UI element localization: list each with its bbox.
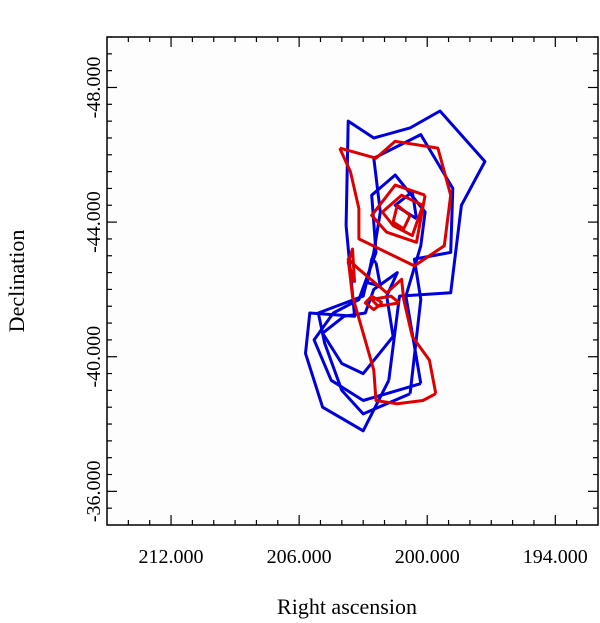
x-axis-title: Right ascension — [277, 594, 417, 619]
blue-contour-4 — [321, 271, 399, 376]
red-contour-6 — [370, 294, 401, 308]
y-tick-label: -40.000 — [83, 326, 105, 388]
x-tick-label: 212.000 — [139, 546, 204, 568]
blue-contour-3 — [312, 173, 427, 402]
contour-layer — [304, 109, 487, 433]
red-contour-7 — [363, 294, 384, 312]
plot-frame — [106, 36, 599, 526]
x-tick-label: 200.000 — [395, 546, 460, 568]
tick-labels: 212.000 206.000 200.000 194.000 -36.000 -40.0… — [83, 57, 588, 568]
red-contour-4 — [391, 203, 412, 231]
blue-contour-1 — [304, 109, 487, 433]
red-contour-1 — [338, 139, 453, 268]
y-tick-label: -36.000 — [83, 460, 105, 522]
x-tick-label: 206.000 — [267, 546, 332, 568]
red-contour-2 — [370, 183, 427, 244]
red-contour-3 — [380, 193, 425, 238]
y-tick-label: -48.000 — [83, 57, 105, 119]
red-contour-8 — [346, 247, 357, 284]
blue-contour-6 — [365, 257, 382, 288]
tick-marks — [107, 36, 598, 525]
y-axis-title: Declination — [4, 230, 29, 333]
y-tick-label: -44.000 — [83, 191, 105, 253]
x-tick-label: 194.000 — [523, 546, 588, 568]
